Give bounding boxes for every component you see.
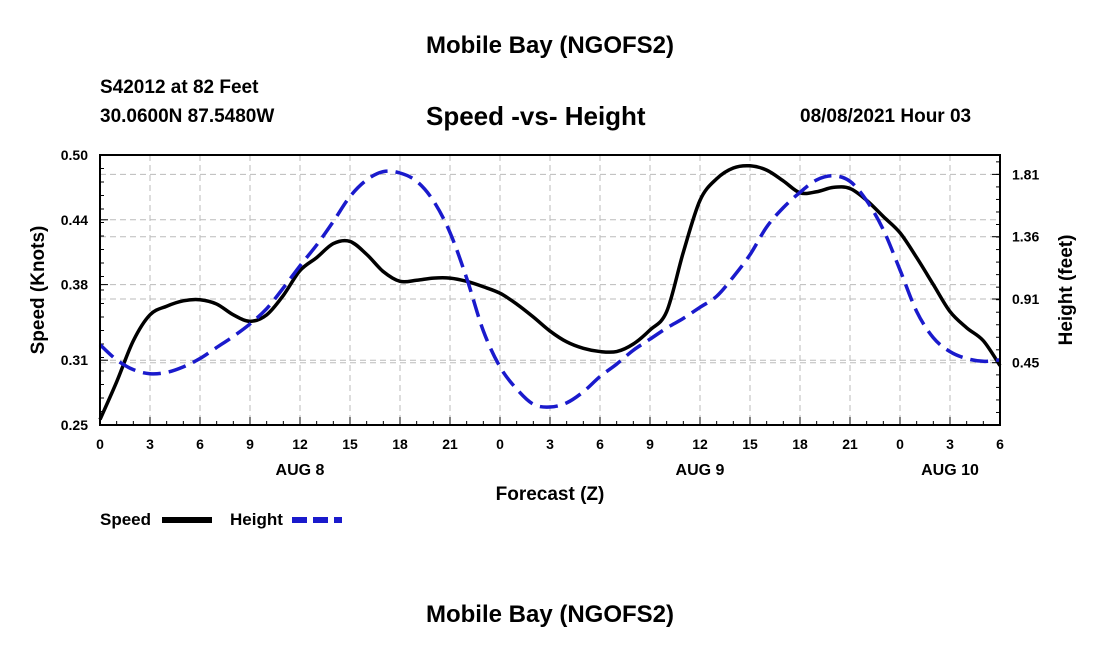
series-lines: [98, 163, 1002, 421]
x-tick-label: 9: [246, 436, 254, 452]
axis-labels: 0 3 6 9 12 15 18 21 0 3 6 9 12 15 18 21 0 3 6 0.25 0.31 0.38 0…: [61, 147, 1040, 479]
legend-height-label: Height: [230, 510, 283, 529]
x-tick-label: 15: [342, 436, 358, 452]
y-tick-label: 0.31: [61, 352, 88, 368]
x-axis-title: Forecast (Z): [496, 484, 605, 505]
x-tick-label: 0: [496, 436, 504, 452]
day-label: AUG 8: [276, 462, 325, 479]
x-tick-label: 12: [292, 436, 308, 452]
y-tick-label: 0.25: [61, 417, 88, 433]
legend: Speed Height: [100, 510, 342, 529]
x-tick-label: 18: [792, 436, 808, 452]
x-tick-label: 6: [996, 436, 1004, 452]
x-tick-label: 3: [146, 436, 154, 452]
x-tick-label: 21: [442, 436, 458, 452]
x-tick-label: 3: [546, 436, 554, 452]
y2-tick-label: 1.36: [1012, 229, 1039, 245]
y-axis-title: Speed (Knots): [28, 226, 49, 355]
day-label: AUG 9: [676, 462, 725, 479]
footer-title: Mobile Bay (NGOFS2): [425, 601, 675, 628]
y-tick-label: 0.50: [61, 147, 88, 163]
y2-tick-label: 0.45: [1012, 355, 1039, 371]
chart-title: Speed -vs- Height: [426, 101, 646, 131]
forecast-date: 08/08/2021 Hour 03: [800, 106, 972, 127]
x-tick-label: 6: [196, 436, 204, 452]
height-series-line: [98, 169, 1001, 409]
speed-series-line: [98, 163, 1002, 421]
x-tick-label: 12: [692, 436, 708, 452]
station-coordinates: 30.0600N 87.5480W: [100, 106, 275, 127]
x-tick-label: 6: [596, 436, 604, 452]
x-tick-label: 18: [392, 436, 408, 452]
y2-tick-label: 1.81: [1012, 166, 1039, 182]
x-tick-label: 3: [946, 436, 954, 452]
plot-frame: [99, 154, 1001, 426]
y-tick-label: 0.44: [61, 212, 88, 228]
grid: [100, 155, 1000, 425]
x-tick-label: 9: [646, 436, 654, 452]
legend-speed-label: Speed: [100, 510, 151, 529]
x-tick-label: 15: [742, 436, 758, 452]
x-tick-label: 0: [96, 436, 104, 452]
y-tick-label: 0.38: [61, 277, 88, 293]
day-label: AUG 10: [921, 462, 979, 479]
y2-tick-label: 0.91: [1012, 291, 1039, 307]
station-label: S42012 at 82 Feet: [100, 77, 259, 98]
y2-axis-title: Height (feet): [1056, 235, 1077, 346]
x-tick-label: 0: [896, 436, 904, 452]
x-tick-label: 21: [842, 436, 858, 452]
main-title: Mobile Bay (NGOFS2): [425, 32, 675, 59]
